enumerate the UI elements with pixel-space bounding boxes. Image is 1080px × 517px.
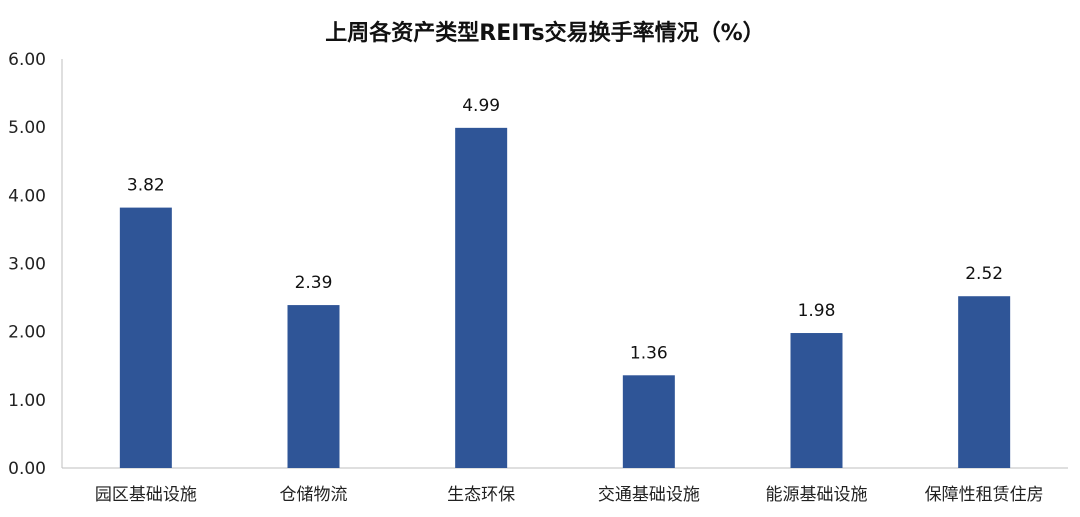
x-tick-label: 交通基础设施 [598, 485, 700, 505]
y-tick-label: 4.00 [8, 186, 46, 206]
y-tick-label: 1.00 [8, 391, 46, 411]
data-label: 1.36 [630, 343, 668, 363]
x-tick-label: 保障性租赁住房 [925, 485, 1044, 505]
bar [119, 207, 172, 468]
data-label: 3.82 [127, 176, 165, 196]
x-axis-labels: 园区基础设施 仓储物流 生态环保 交通基础设施 能源基础设施 保障性租赁住房 [95, 485, 1044, 505]
bar [455, 127, 508, 469]
data-label: 2.52 [965, 264, 1003, 284]
data-label: 4.99 [462, 96, 500, 116]
bar [790, 333, 843, 468]
x-tick-label: 生态环保 [447, 485, 515, 505]
bars [119, 127, 1011, 469]
y-tick-label: 6.00 [8, 50, 46, 70]
y-axis-ticks: 0.00 1.00 2.00 3.00 4.00 5.00 6.00 [8, 50, 46, 479]
data-labels: 3.82 2.39 4.99 1.36 1.98 2.52 [127, 96, 1003, 363]
x-tick-label: 园区基础设施 [95, 485, 197, 505]
bar [958, 296, 1011, 468]
x-tick-label: 仓储物流 [280, 485, 348, 505]
data-label: 2.39 [295, 273, 333, 293]
bar [287, 305, 340, 468]
bar [622, 375, 675, 468]
y-tick-label: 3.00 [8, 255, 46, 275]
data-label: 1.98 [798, 301, 836, 321]
y-tick-label: 0.00 [8, 459, 46, 479]
x-tick-label: 能源基础设施 [766, 485, 868, 505]
y-tick-label: 2.00 [8, 323, 46, 343]
y-tick-label: 5.00 [8, 118, 46, 138]
chart-title: 上周各资产类型REITs交易换手率情况（%） [325, 20, 764, 46]
